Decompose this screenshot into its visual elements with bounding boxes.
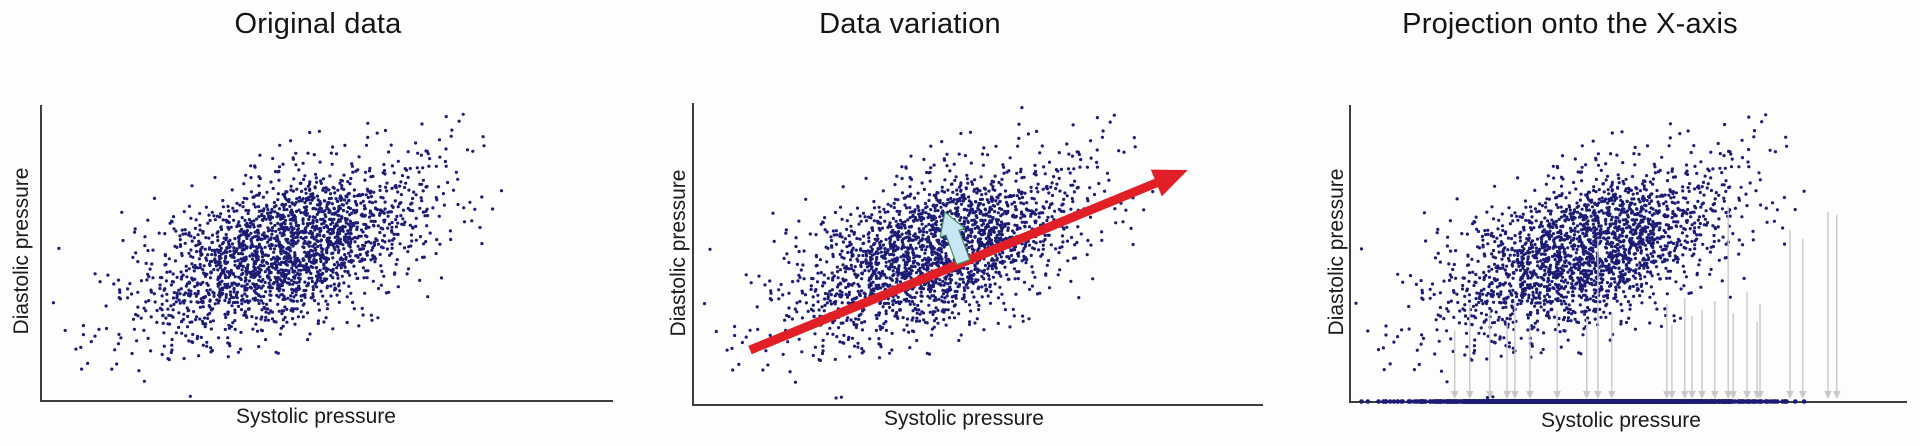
panel-2-plot: [692, 103, 1263, 406]
panel-title-data-variation: Data variation: [819, 8, 1001, 40]
projected-points-on-x-axis: [1359, 399, 1807, 404]
y-axis-label-panel-3: Diastolic pressure: [1325, 168, 1348, 336]
scatter-points: [702, 106, 1155, 400]
x-axis-label-panel-2: Systolic pressure: [884, 407, 1044, 430]
panel-title-projection-x-axis: Projection onto the X-axis: [1402, 8, 1738, 40]
x-axis-label-panel-3: Systolic pressure: [1541, 409, 1701, 432]
axes-lines: [40, 105, 613, 402]
panel-title-original-data: Original data: [234, 8, 402, 40]
scatter-points: [1354, 113, 1806, 400]
projection-arrows: [1450, 206, 1841, 399]
panel-3-plot: [1349, 105, 1907, 404]
x-axis-label-panel-1: Systolic pressure: [236, 405, 396, 428]
principal-direction-arrow: [748, 169, 1188, 355]
scatter-points: [51, 112, 504, 398]
y-axis-label-panel-1: Diastolic pressure: [10, 167, 33, 335]
axes-lines: [692, 103, 1263, 406]
y-axis-label-panel-2: Diastolic pressure: [667, 169, 690, 337]
panel-1-plot: [40, 105, 613, 402]
secondary-direction-arrow: [939, 211, 971, 266]
